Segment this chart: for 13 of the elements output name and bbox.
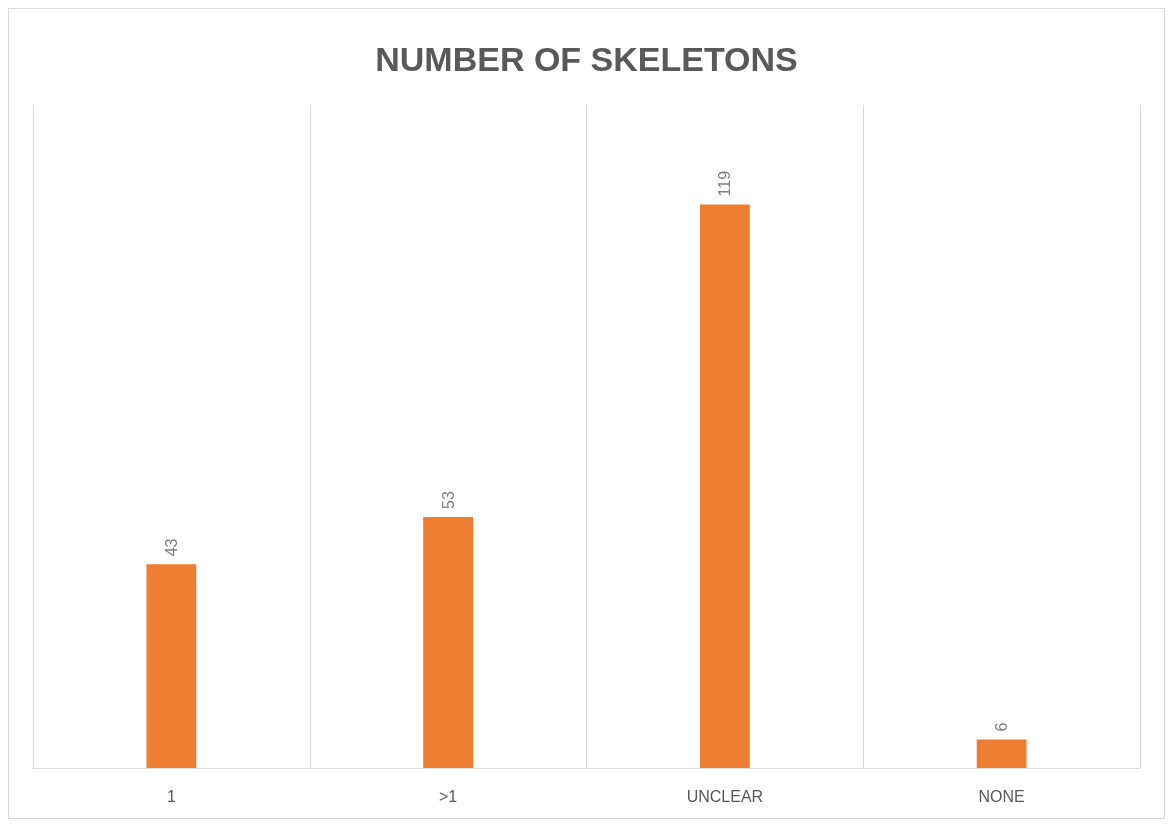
x-tick-label: >1 [439,787,458,805]
data-label: 119 [716,170,734,197]
bar [146,564,197,768]
x-tick-label: UNCLEAR [686,787,764,805]
data-label: 6 [993,722,1011,732]
x-tick-label: 1 [166,787,176,805]
data-label: 53 [439,491,457,510]
x-tick-label: NONE [978,787,1025,805]
bar [976,739,1027,768]
bar [699,204,750,768]
bar [423,517,474,768]
chart-title: NUMBER OF SKELETONS [375,40,798,78]
data-label: 43 [162,538,180,557]
